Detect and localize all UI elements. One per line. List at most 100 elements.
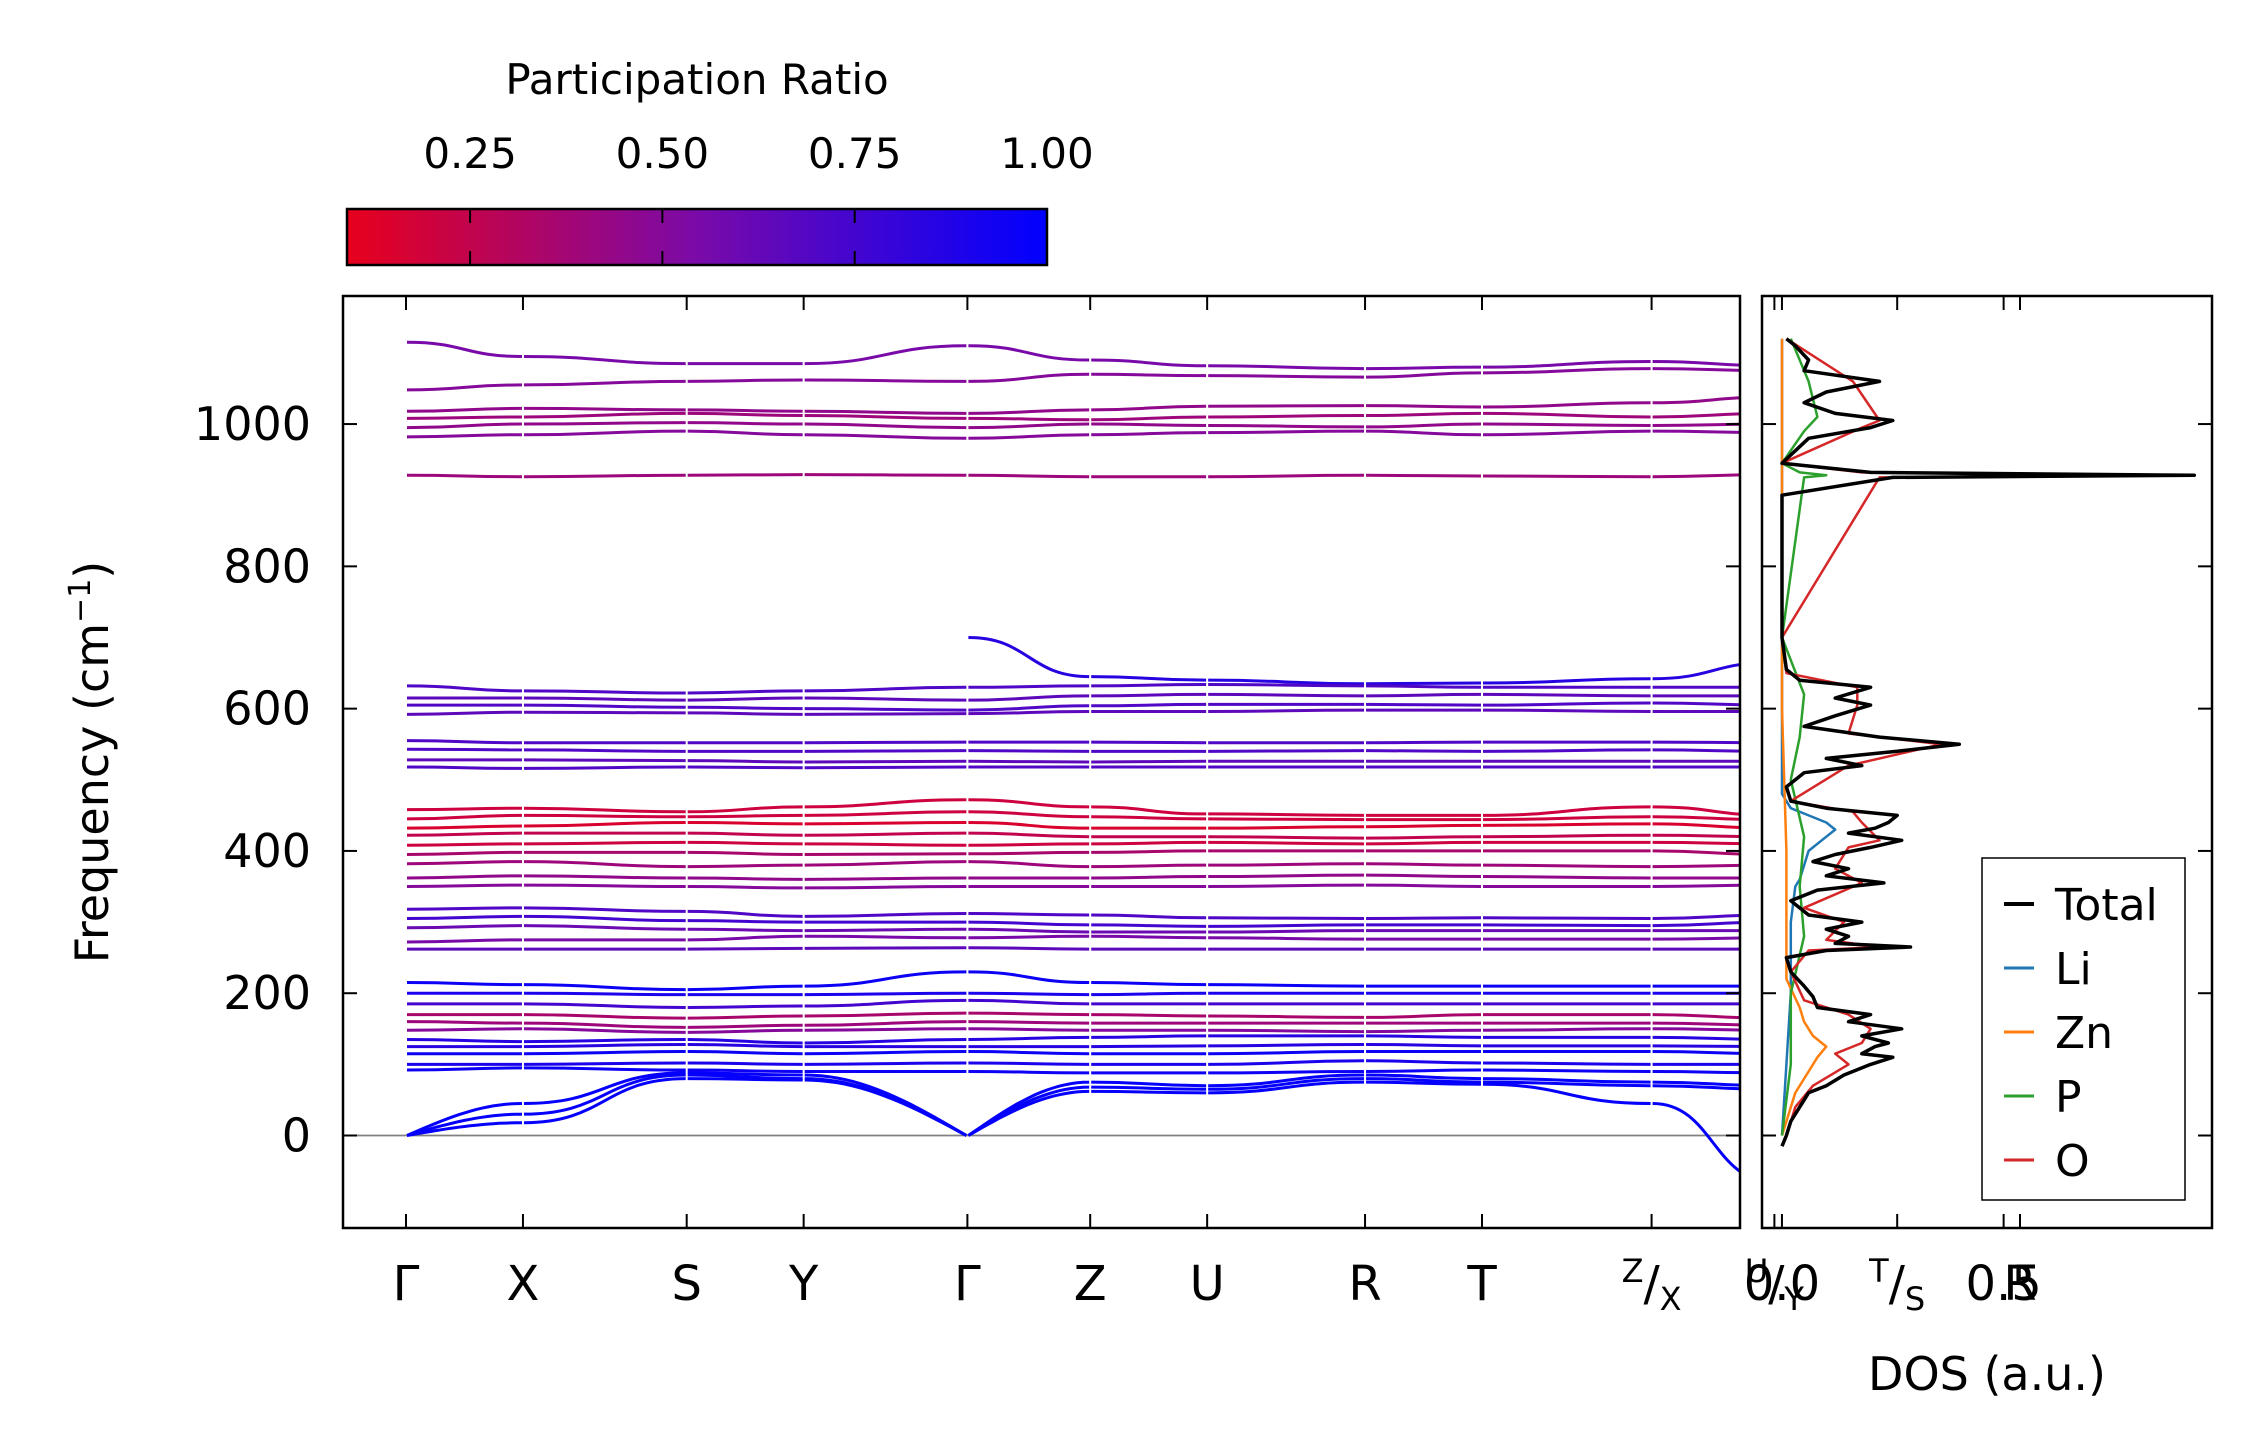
band-branch	[804, 1037, 967, 1045]
kpoint-label: T/S	[1868, 1252, 1925, 1318]
band-branch	[968, 810, 1090, 819]
band-branch	[1366, 365, 1482, 371]
band-branch	[687, 876, 803, 881]
band-branch	[1652, 1102, 1740, 1173]
band-branch	[1652, 936, 1740, 941]
band-branch	[406, 1121, 522, 1137]
band-branch	[968, 991, 1090, 997]
band-branch	[1482, 701, 1651, 707]
band-branch	[1482, 708, 1651, 713]
band-branch	[1652, 1044, 1740, 1048]
band-branch	[804, 1077, 968, 1137]
band-branch	[1366, 740, 1482, 745]
band-branch	[687, 805, 803, 814]
band-branch	[1652, 367, 1740, 372]
band-branch	[406, 1112, 522, 1137]
band-branch	[1208, 1069, 1365, 1075]
band-branch	[687, 1050, 803, 1056]
band-branch	[523, 748, 686, 753]
kpoint-label-slash: /	[1768, 1256, 1785, 1312]
band-branch	[1208, 817, 1365, 822]
band-branch	[406, 415, 522, 420]
legend-label: Zn	[2055, 1008, 2113, 1059]
band-branch	[1482, 1082, 1651, 1105]
kpoint-label: Z/X	[1622, 1252, 1682, 1318]
kpoint-label-superscript: Z	[1622, 1252, 1644, 1290]
band-branch	[1091, 1085, 1207, 1091]
band-branch	[804, 798, 967, 809]
band-branch	[687, 1004, 803, 1009]
band-branch	[1775, 842, 1896, 843]
band-branch	[687, 1077, 803, 1082]
band-branch	[1482, 923, 1651, 928]
band-branch	[687, 1068, 803, 1073]
band-branch	[1482, 805, 1651, 817]
band-branch	[1366, 1013, 1482, 1019]
band-branch	[1091, 913, 1207, 920]
band-branch	[1208, 708, 1365, 713]
band-branch	[406, 340, 522, 358]
band-branch	[1652, 840, 1740, 846]
band-branch	[804, 685, 967, 693]
band-branch	[1366, 1068, 1482, 1073]
band-branch	[968, 970, 1090, 985]
band-branch	[1208, 825, 1365, 830]
band-branch	[523, 860, 686, 869]
band-branch	[1482, 411, 1651, 419]
band-branch	[1482, 677, 1651, 685]
kpoint-label: Y	[788, 1256, 819, 1312]
dos-plot-frame	[1760, 294, 2214, 1230]
band-branch	[804, 820, 967, 826]
band-branch	[1366, 371, 1482, 379]
band-branch	[1208, 862, 1365, 867]
band-branch	[1652, 833, 1740, 839]
band-branch	[1482, 401, 1651, 409]
band-branch	[968, 920, 1090, 927]
band-branch	[1091, 923, 1207, 928]
band-branch	[1652, 740, 1740, 745]
band-branch	[1775, 397, 1896, 406]
band-branch	[968, 684, 1090, 689]
band-branch	[968, 1061, 1090, 1066]
band-branch	[968, 1011, 1090, 1017]
band-branch	[523, 689, 686, 695]
band-branch	[687, 473, 803, 477]
band-branch	[1482, 1027, 1651, 1032]
band-branch	[687, 1061, 803, 1066]
band-branch	[406, 739, 522, 745]
band-branch	[687, 429, 803, 437]
band-branch	[1775, 936, 1896, 937]
band-branch	[968, 1027, 1090, 1032]
band-branch	[406, 914, 522, 921]
kpoint-label-superscript: T	[1868, 1252, 1889, 1290]
band-branch	[804, 885, 967, 890]
band-branch	[687, 850, 803, 856]
band-branch	[1091, 422, 1207, 427]
band-branch	[406, 747, 522, 752]
band-branch	[687, 1023, 803, 1029]
legend-frame	[1981, 857, 2186, 1201]
band-branch	[406, 842, 522, 847]
band-branch	[687, 1014, 803, 1020]
kpoint-label: U	[1190, 1256, 1225, 1312]
band-branch	[1775, 1089, 1896, 1093]
band-branch	[1208, 473, 1365, 479]
band-branch	[687, 927, 803, 933]
band-branch	[1208, 873, 1365, 879]
band-branch	[1208, 883, 1365, 889]
band-branch	[687, 421, 803, 426]
band-branch	[804, 473, 967, 477]
band-branch	[1091, 358, 1207, 368]
kpoint-label: U/Y	[1745, 1252, 1805, 1318]
band-branch	[523, 1071, 686, 1105]
band-branch	[406, 806, 522, 812]
dos-curve-li	[1780, 338, 1837, 1136]
band-branch	[1091, 1080, 1207, 1088]
band-branch	[968, 927, 1090, 934]
kpoint-label: Z	[1074, 1256, 1107, 1312]
band-branch	[406, 883, 522, 889]
band-branch	[1482, 1077, 1651, 1084]
band-branch	[1366, 429, 1482, 437]
